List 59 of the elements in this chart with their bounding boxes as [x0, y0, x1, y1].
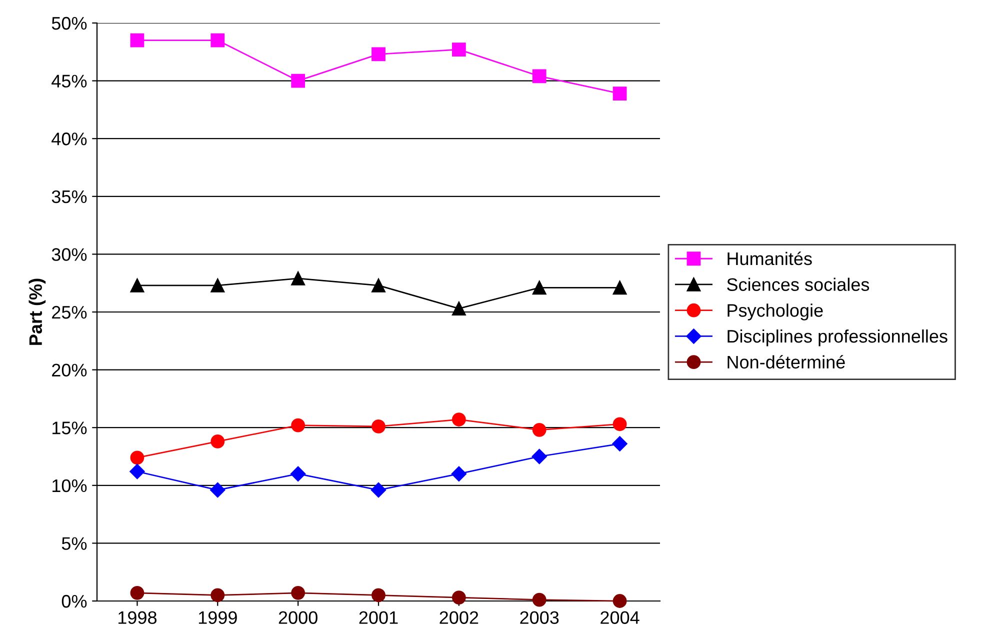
point: [372, 588, 386, 602]
y-tick-label: 30%: [52, 248, 87, 261]
legend-label: Sciences sociales: [727, 278, 870, 291]
x-tick-label: 2002: [440, 611, 478, 624]
point: [210, 482, 226, 498]
point: [370, 482, 386, 498]
point: [291, 418, 306, 432]
y-tick-label: 35%: [52, 190, 87, 204]
point: [130, 450, 144, 465]
legend-label: Disciplines professionnelles: [728, 329, 948, 346]
x-tick-label: 2000: [278, 611, 318, 624]
y-axis-title: Part (%): [28, 278, 46, 345]
y-tick-label: 20%: [52, 364, 87, 377]
x-tick-label: 2003: [520, 611, 559, 624]
point: [291, 272, 306, 286]
point: [612, 594, 627, 608]
point: [130, 464, 145, 480]
point: [210, 278, 225, 292]
point: [452, 412, 466, 426]
x-tick-label: 2001: [359, 611, 398, 624]
point: [291, 586, 306, 600]
legend-label: Humanités: [728, 252, 812, 266]
point: [372, 47, 386, 62]
point: [532, 448, 547, 464]
y-tick-label: 5%: [62, 537, 87, 550]
point: [612, 417, 627, 432]
y-tick-label: 45%: [52, 74, 87, 88]
point: [612, 86, 627, 100]
point: [532, 422, 546, 437]
point: [210, 33, 225, 48]
point: [372, 420, 386, 434]
point: [452, 42, 466, 57]
y-tick-label: 10%: [52, 479, 87, 492]
y-tick-label: 50%: [52, 16, 87, 30]
point: [452, 590, 466, 604]
point: [612, 436, 628, 452]
point: [452, 302, 466, 316]
x-tick-label: 1998: [118, 611, 157, 624]
x-tick-label: 2004: [600, 611, 640, 624]
y-tick-label: 0%: [62, 594, 87, 608]
legend-label: Psychologie: [728, 304, 823, 320]
point: [210, 588, 225, 602]
point: [612, 280, 627, 295]
point: [130, 33, 144, 48]
point: [451, 466, 466, 482]
point: [532, 69, 546, 84]
y-tick-label: 15%: [52, 422, 87, 434]
point: [290, 466, 306, 482]
point: [532, 280, 546, 295]
point: [291, 74, 306, 88]
x-tick-label: 1999: [198, 611, 237, 624]
legend-label: Non-déterminé: [728, 355, 845, 369]
point: [532, 592, 546, 607]
y-tick-label: 25%: [52, 306, 87, 319]
y-tick-label: 40%: [52, 132, 87, 146]
point: [372, 278, 386, 292]
point: [130, 586, 144, 600]
point: [210, 434, 225, 448]
point: [130, 278, 144, 292]
